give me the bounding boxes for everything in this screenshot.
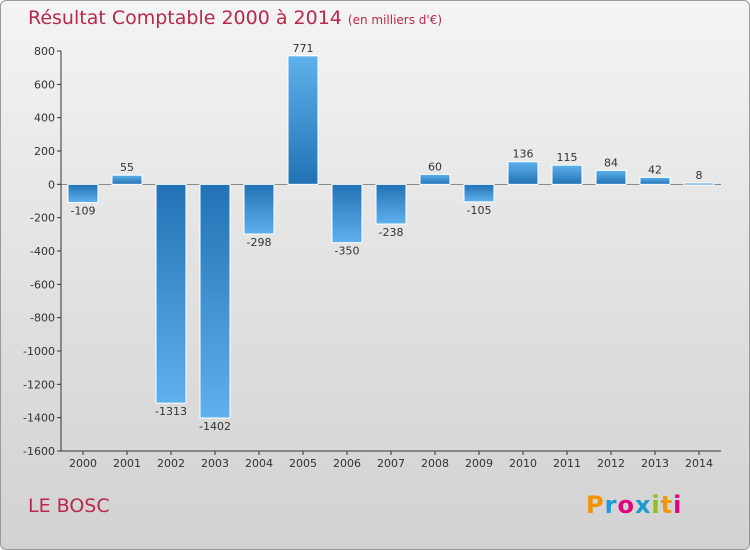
data-label: -1402 bbox=[199, 420, 231, 433]
y-tick-label: -1200 bbox=[23, 378, 55, 391]
logo-letter: i bbox=[673, 491, 683, 519]
y-tick-label: 800 bbox=[34, 45, 55, 58]
bar bbox=[507, 161, 539, 185]
bar bbox=[199, 183, 231, 419]
y-tick-label: -600 bbox=[30, 278, 55, 291]
bar bbox=[243, 183, 275, 235]
bar bbox=[375, 183, 407, 225]
y-tick-label: -1400 bbox=[23, 412, 55, 425]
x-tick-label: 2002 bbox=[157, 457, 185, 470]
y-tick-label: -1600 bbox=[23, 445, 55, 458]
x-tick-label: 2003 bbox=[201, 457, 229, 470]
x-tick-label: 2006 bbox=[333, 457, 361, 470]
x-tick-label: 2010 bbox=[509, 457, 537, 470]
bar bbox=[595, 169, 627, 185]
chart-title-text: Résultat Comptable 2000 à 2014 bbox=[28, 7, 342, 29]
y-tick-label: -1000 bbox=[23, 345, 55, 358]
x-axis: 2000 2001 2002 2003 2004 2005 2006 2007 2008 2009… bbox=[61, 184, 721, 470]
y-tick-label: 600 bbox=[34, 78, 55, 91]
x-tick-label: 2014 bbox=[685, 457, 713, 470]
x-tick-label: 2008 bbox=[421, 457, 449, 470]
bar bbox=[639, 176, 671, 185]
data-label: 136 bbox=[513, 148, 534, 161]
x-tick-label: 2013 bbox=[641, 457, 669, 470]
x-tick-label: 2005 bbox=[289, 457, 317, 470]
data-label: 55 bbox=[120, 161, 134, 174]
y-tick-label: -200 bbox=[30, 212, 55, 225]
logo-letter: r bbox=[604, 491, 618, 519]
x-tick-label: 2011 bbox=[553, 457, 581, 470]
commune-name: LE BOSC bbox=[28, 495, 110, 517]
bar bbox=[419, 173, 451, 185]
x-tick-label: 2009 bbox=[465, 457, 493, 470]
bar bbox=[683, 182, 715, 186]
data-label: 115 bbox=[557, 151, 578, 164]
data-label: -109 bbox=[71, 205, 96, 218]
data-label: -350 bbox=[335, 245, 360, 258]
logo-letter: i bbox=[651, 491, 661, 519]
data-label: -238 bbox=[379, 226, 404, 239]
bar bbox=[111, 174, 143, 185]
bar bbox=[155, 183, 187, 404]
x-tick-label: 2012 bbox=[597, 457, 625, 470]
y-tick-label: -800 bbox=[30, 312, 55, 325]
chart-unit: (en milliers d'€) bbox=[347, 13, 443, 27]
x-tick-label: 2007 bbox=[377, 457, 405, 470]
data-label: 42 bbox=[648, 163, 662, 176]
logo-letter: P bbox=[586, 491, 605, 519]
data-label: -298 bbox=[247, 236, 272, 249]
bars bbox=[67, 55, 715, 419]
x-tick-label: 2001 bbox=[113, 457, 141, 470]
y-tick-label: 200 bbox=[34, 145, 55, 158]
y-axis: 800 600 400 200 0 -200 -400 -600 -800 -1000 -1200 -… bbox=[23, 45, 62, 458]
bar bbox=[287, 55, 319, 185]
bar bbox=[463, 183, 495, 203]
data-label: 60 bbox=[428, 160, 442, 173]
y-tick-label: -400 bbox=[30, 245, 55, 258]
bar bbox=[67, 183, 99, 203]
proxiti-logo: Proxiti bbox=[586, 491, 682, 519]
data-label: 8 bbox=[696, 169, 703, 182]
y-tick-label: 400 bbox=[34, 112, 55, 125]
data-label: 771 bbox=[293, 42, 314, 55]
bar bbox=[551, 164, 583, 185]
data-labels: -109 55 -1313 -1402 -298 771 -350 -238 60 -105 136… bbox=[71, 42, 703, 433]
bar bbox=[331, 183, 363, 244]
logo-letter: t bbox=[660, 491, 674, 519]
y-tick-label: 0 bbox=[48, 178, 55, 191]
data-label: 84 bbox=[604, 156, 618, 169]
x-tick-label: 2004 bbox=[245, 457, 273, 470]
x-tick-label: 2000 bbox=[69, 457, 97, 470]
logo-letter: o bbox=[617, 491, 635, 519]
data-label: -105 bbox=[467, 204, 492, 217]
chart-title: Résultat Comptable 2000 à 2014 (en millie… bbox=[28, 7, 442, 29]
data-label: -1313 bbox=[155, 405, 187, 418]
logo-letter: x bbox=[634, 491, 652, 519]
